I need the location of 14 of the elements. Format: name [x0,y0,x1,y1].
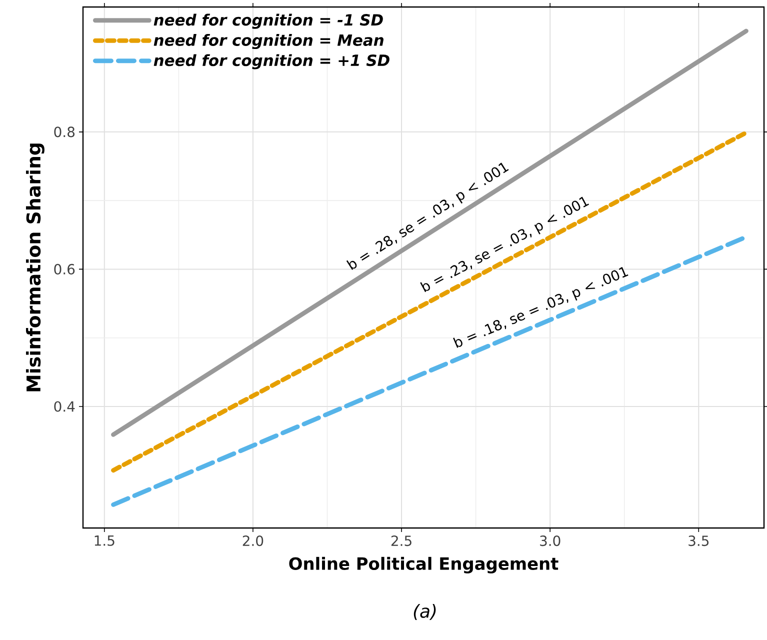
legend-label: need for cognition = Mean [154,34,384,50]
x-tick-label: 3.0 [540,536,560,546]
y-tick-label: 0.4 [54,401,75,412]
y-tick-label: 0.6 [54,264,75,274]
x-tick-label: 2.5 [391,536,412,546]
x-tick-label: 1.5 [94,536,114,546]
legend-label: need for cognition = +1 SD [154,54,390,70]
x-tick-label: 2.0 [242,536,264,546]
text: (a) [414,604,436,620]
y-tick-label: 0.8 [54,126,75,138]
x-axis-title: Online Political Engagement [289,556,558,574]
y-axis-title: Misinformation Sharing [26,144,44,392]
x-tick-label: 3.5 [688,536,709,546]
legend-label: need for cognition = -1 SD [154,14,383,29]
